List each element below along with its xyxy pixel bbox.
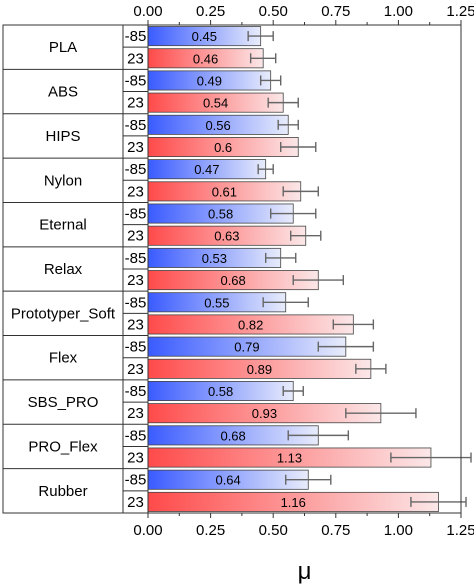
- material-label: Eternal: [39, 217, 87, 234]
- top-x-axis: 0.00 0.25 0.50 0.75 1.00 1.25: [133, 3, 474, 25]
- bar-value-label: 0.56: [205, 118, 230, 133]
- bar-value-label: 1.16: [281, 495, 306, 510]
- temperature-label: 23: [127, 228, 144, 245]
- temperature-label: 23: [127, 183, 144, 200]
- bar-value-label: 0.61: [212, 184, 237, 199]
- bar-value-label: 0.49: [197, 73, 222, 88]
- bar-value-label: 1.13: [277, 451, 302, 466]
- bar-value-label: 0.63: [214, 229, 239, 244]
- material-label: Relax: [44, 261, 83, 278]
- bottom-tick-label: 0.50: [259, 522, 288, 539]
- top-tick-label: 0.00: [133, 3, 162, 20]
- bar-value-label: 0.82: [238, 317, 263, 332]
- temperature-label: 23: [127, 450, 144, 467]
- bar-value-label: 0.58: [208, 207, 233, 222]
- material-label: Flex: [49, 350, 78, 367]
- bar-value-label: 0.68: [220, 273, 245, 288]
- temperature-label: 23: [127, 361, 144, 378]
- material-label: Nylon: [44, 172, 82, 189]
- temperature-label: -85: [125, 28, 147, 45]
- bar-value-label: 0.68: [220, 428, 245, 443]
- bottom-tick-label: 1.00: [384, 522, 413, 539]
- temperature-label: 23: [127, 139, 144, 156]
- bottom-tick-label: 1.25: [446, 522, 474, 539]
- bar-value-label: 0.46: [193, 51, 218, 66]
- top-tick-label: 0.75: [321, 3, 350, 20]
- temperature-label: 23: [127, 95, 144, 112]
- material-label: ABS: [48, 84, 78, 101]
- temperature-label: 23: [127, 272, 144, 289]
- bar-value-label: 0.53: [202, 251, 227, 266]
- temperature-label: -85: [125, 427, 147, 444]
- top-tick-label: 1.00: [384, 3, 413, 20]
- temperature-label: -85: [125, 206, 147, 223]
- temperature-label: -85: [125, 72, 147, 89]
- bar-value-label: 0.45: [192, 29, 217, 44]
- temperature-label: -85: [125, 339, 147, 356]
- top-tick-label: 0.50: [259, 3, 288, 20]
- temperature-label: -85: [125, 117, 147, 134]
- material-label: HIPS: [45, 128, 80, 145]
- temperature-label: 23: [127, 494, 144, 511]
- x-axis-label: μ: [298, 558, 312, 585]
- bar-value-label: 0.6: [214, 140, 232, 155]
- material-label: Rubber: [38, 483, 87, 500]
- temperature-label: -85: [125, 161, 147, 178]
- temperature-label: -85: [125, 383, 147, 400]
- top-tick-label: 1.25: [446, 3, 474, 20]
- bar-value-label: 0.47: [194, 162, 219, 177]
- bar-value-label: 0.58: [208, 384, 233, 399]
- bar-value-label: 0.54: [203, 96, 228, 111]
- bar-value-label: 0.55: [204, 295, 229, 310]
- material-label: PRO_Flex: [28, 438, 98, 455]
- category-table: PLA -85 23 ABS -85 23 HIPS -85 23 Nylon -85 23 Etern…: [2, 24, 149, 514]
- bottom-tick-label: 0.75: [321, 522, 350, 539]
- material-label: PLA: [49, 39, 77, 56]
- plot-frame: [147, 24, 462, 514]
- bar-value-label: 0.93: [252, 406, 277, 421]
- temperature-label: -85: [125, 294, 147, 311]
- temperature-label: 23: [127, 50, 144, 67]
- top-tick-label: 0.25: [196, 3, 225, 20]
- bar-value-label: 0.64: [215, 473, 240, 488]
- bar-value-label: 0.89: [247, 362, 272, 377]
- bottom-x-axis: 0.00 0.25 0.50 0.75 1.00 1.25: [133, 513, 474, 539]
- temperature-label: -85: [125, 250, 147, 267]
- bar-series: 0.45 0.46 0.49 0.54 0.56 0.6 0.47 0.61 0.58 0.63 0…: [147, 26, 472, 512]
- material-label: SBS_PRO: [28, 394, 99, 411]
- material-label: Prototyper_Soft: [11, 305, 116, 322]
- bar-value-label: 0.79: [234, 340, 259, 355]
- bottom-tick-label: 0.25: [196, 522, 225, 539]
- temperature-label: 23: [127, 405, 144, 422]
- temperature-label: 23: [127, 316, 144, 333]
- bottom-tick-label: 0.00: [133, 522, 162, 539]
- temperature-label: -85: [125, 472, 147, 489]
